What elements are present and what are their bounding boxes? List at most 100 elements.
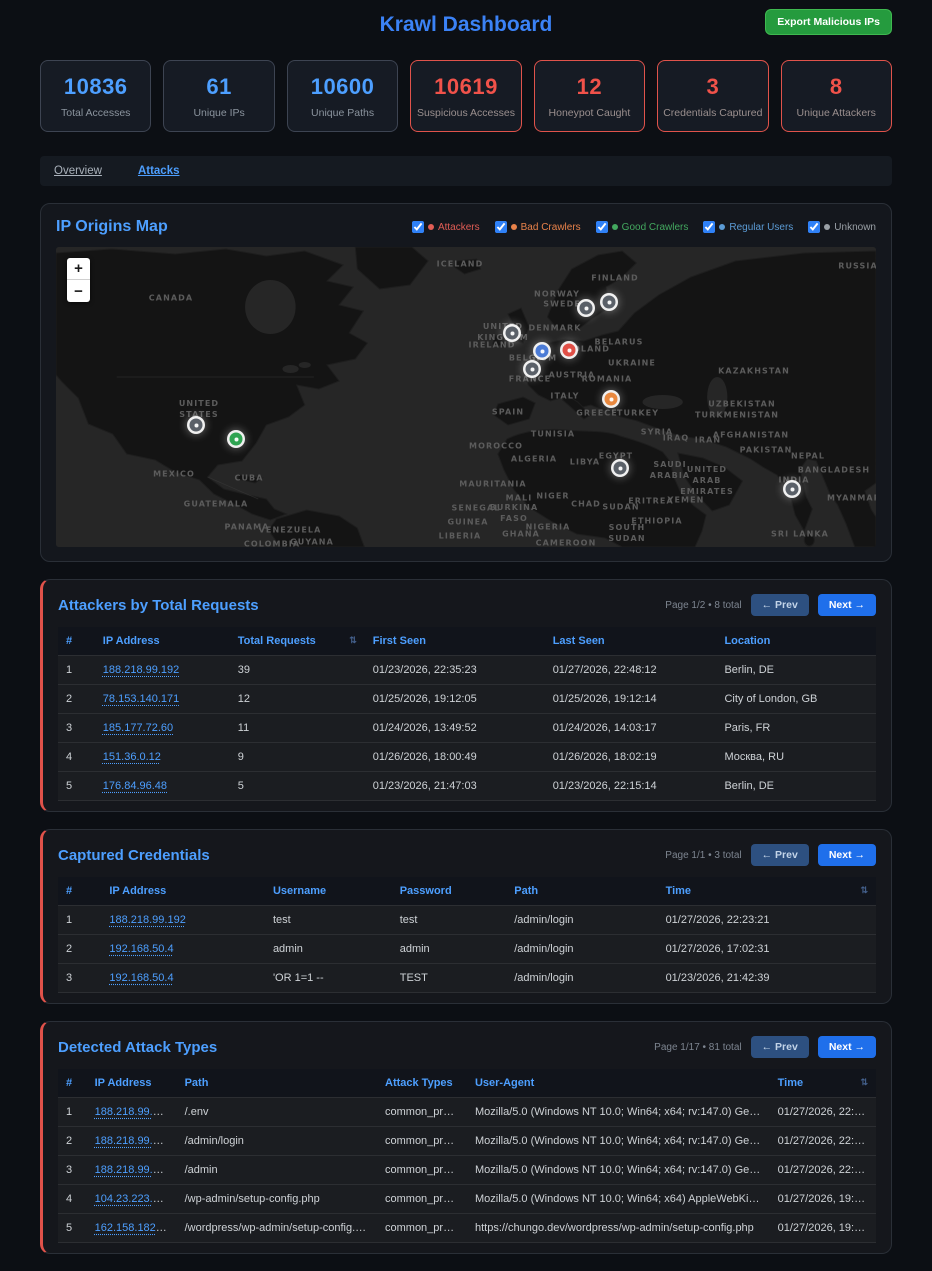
column-header[interactable]: User-Agent <box>467 1069 770 1098</box>
table-cell: common_probes <box>377 1214 467 1243</box>
table-cell: 01/27/2026, 22:26:11 <box>770 1098 876 1127</box>
legend-checkbox[interactable] <box>412 221 424 233</box>
ip-address-link[interactable]: 188.218.99.192 <box>95 1135 171 1147</box>
column-header[interactable]: IP Address <box>95 627 230 656</box>
prev-page-button[interactable]: ← Prev <box>751 1036 809 1058</box>
map-zoom-control: + − <box>67 258 90 302</box>
sort-icon[interactable]: ⇅ <box>349 635 357 646</box>
ip-address-link[interactable]: 185.177.72.60 <box>103 722 173 734</box>
map-marker[interactable] <box>230 433 243 446</box>
map-marker[interactable] <box>603 296 616 309</box>
legend-checkbox[interactable] <box>495 221 507 233</box>
stat-card: 61 Unique IPs <box>163 60 274 132</box>
ip-address-link[interactable]: 192.168.50.4 <box>109 972 173 984</box>
next-page-button[interactable]: Next → <box>818 1036 876 1058</box>
table-cell: 5 <box>58 1214 87 1243</box>
stats-row: 10836 Total Accesses 61 Unique IPs 10600… <box>40 60 892 132</box>
next-page-button[interactable]: Next → <box>818 844 876 866</box>
legend-item[interactable]: Attackers <box>412 221 480 233</box>
ip-address-link[interactable]: 78.153.140.171 <box>103 693 179 705</box>
column-header[interactable]: IP Address <box>101 877 265 906</box>
legend-item[interactable]: Regular Users <box>703 221 793 233</box>
column-header[interactable]: Last Seen <box>545 627 717 656</box>
map-marker[interactable] <box>786 483 799 496</box>
map-marker[interactable] <box>580 302 593 315</box>
ip-address-link[interactable]: 188.218.99.192 <box>95 1106 171 1118</box>
map-marker[interactable] <box>506 327 519 340</box>
ip-address-link[interactable]: 104.23.223.128 <box>95 1193 171 1205</box>
stat-value: 10836 <box>45 74 146 100</box>
map-marker[interactable] <box>526 363 539 376</box>
tab-overview[interactable]: Overview <box>54 165 102 177</box>
column-header[interactable]: # <box>58 1069 87 1098</box>
attack-types-table: #IP AddressPathAttack TypesUser-AgentTim… <box>58 1069 876 1243</box>
legend-checkbox[interactable] <box>703 221 715 233</box>
table-cell: 11 <box>230 714 365 743</box>
column-header[interactable]: Password <box>392 877 507 906</box>
table-cell: Berlin, DE <box>716 772 876 801</box>
map-marker[interactable] <box>190 419 203 432</box>
column-header[interactable]: Time⇅ <box>770 1069 876 1098</box>
table-cell: 188.218.99.192 <box>87 1098 177 1127</box>
table-cell: Mozilla/5.0 (Windows NT 10.0; Win64; x64… <box>467 1098 770 1127</box>
legend-checkbox[interactable] <box>596 221 608 233</box>
table-cell: 2 <box>58 685 95 714</box>
legend-label: Bad Crawlers <box>521 222 581 233</box>
legend-item[interactable]: Bad Crawlers <box>495 221 581 233</box>
legend-checkbox[interactable] <box>808 221 820 233</box>
column-header[interactable]: Time⇅ <box>658 877 876 906</box>
legend-label: Regular Users <box>729 222 793 233</box>
column-header[interactable]: Location <box>716 627 876 656</box>
tab-attacks[interactable]: Attacks <box>138 165 180 177</box>
legend-dot-icon <box>612 224 618 230</box>
column-header[interactable]: Total Requests⇅ <box>230 627 365 656</box>
legend-item[interactable]: Good Crawlers <box>596 221 689 233</box>
stat-label: Suspicious Accesses <box>415 107 516 119</box>
legend-dot-icon <box>511 224 517 230</box>
table-cell: 01/27/2026, 22:48:12 <box>545 656 717 685</box>
stat-card: 3 Credentials Captured <box>657 60 768 132</box>
column-header[interactable]: First Seen <box>365 627 545 656</box>
table-row: 1188.218.99.192testtest/admin/login01/27… <box>58 906 876 935</box>
next-page-button[interactable]: Next → <box>818 594 876 616</box>
table-cell: 4 <box>58 1185 87 1214</box>
table-row: 3192.168.50.4'OR 1=1 --TEST/admin/login0… <box>58 964 876 993</box>
column-header[interactable]: Attack Types <box>377 1069 467 1098</box>
table-row: 3185.177.72.601101/24/2026, 13:49:5201/2… <box>58 714 876 743</box>
column-header[interactable]: IP Address <box>87 1069 177 1098</box>
world-map[interactable]: CANADA ICELAND UNITED STATES MEXICO CUBA… <box>56 247 876 547</box>
ip-address-link[interactable]: 162.158.182.104 <box>95 1222 177 1234</box>
map-marker[interactable] <box>536 345 549 358</box>
prev-page-button[interactable]: ← Prev <box>751 844 809 866</box>
ip-address-link[interactable]: 188.218.99.192 <box>95 1164 171 1176</box>
column-header[interactable]: Username <box>265 877 392 906</box>
legend-item[interactable]: Unknown <box>808 221 876 233</box>
ip-address-link[interactable]: 151.36.0.12 <box>103 751 161 763</box>
map-marker[interactable] <box>605 393 618 406</box>
ip-address-link[interactable]: 188.218.99.192 <box>103 664 179 676</box>
table-cell: 162.158.182.104 <box>87 1214 177 1243</box>
ip-address-link[interactable]: 176.84.96.48 <box>103 780 167 792</box>
zoom-out-button[interactable]: − <box>67 280 90 302</box>
sort-icon[interactable]: ⇅ <box>860 1077 868 1088</box>
zoom-in-button[interactable]: + <box>67 258 90 280</box>
attackers-panel: Attackers by Total Requests Page 1/2 • 8… <box>40 579 892 812</box>
stat-value: 10600 <box>292 74 393 100</box>
table-cell: 'OR 1=1 -- <box>265 964 392 993</box>
table-cell: 1 <box>58 906 101 935</box>
table-cell: 12 <box>230 685 365 714</box>
export-malicious-ips-button[interactable]: Export Malicious IPs <box>765 9 892 35</box>
map-marker[interactable] <box>614 462 627 475</box>
stat-label: Unique Paths <box>292 107 393 119</box>
table-row: 1188.218.99.1923901/23/2026, 22:35:2301/… <box>58 656 876 685</box>
column-header[interactable]: # <box>58 877 101 906</box>
column-header[interactable]: Path <box>506 877 657 906</box>
column-header[interactable]: # <box>58 627 95 656</box>
column-header[interactable]: Path <box>177 1069 377 1098</box>
ip-address-link[interactable]: 188.218.99.192 <box>109 914 185 926</box>
ip-address-link[interactable]: 192.168.50.4 <box>109 943 173 955</box>
map-marker[interactable] <box>563 344 576 357</box>
stat-label: Honeypot Caught <box>539 107 640 119</box>
prev-page-button[interactable]: ← Prev <box>751 594 809 616</box>
sort-icon[interactable]: ⇅ <box>860 885 868 896</box>
